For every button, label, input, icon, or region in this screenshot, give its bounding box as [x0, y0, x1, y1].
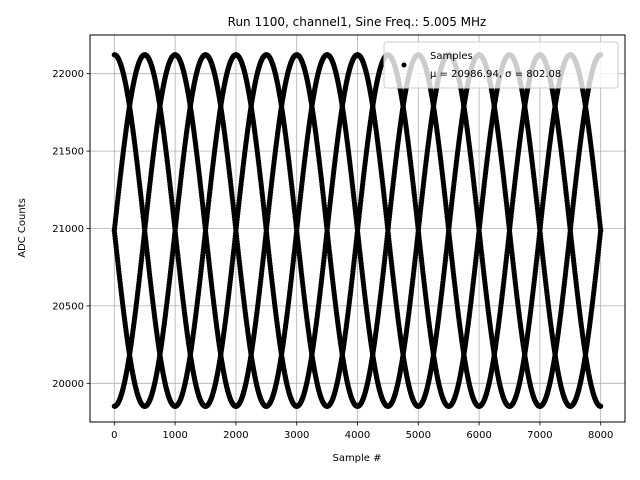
data-point [598, 227, 604, 234]
